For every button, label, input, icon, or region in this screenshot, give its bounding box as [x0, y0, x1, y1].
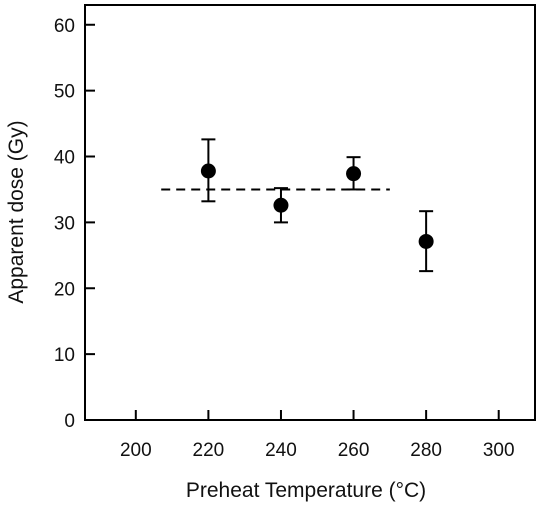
x-tick-label: 200: [120, 440, 152, 461]
y-tick-label: 30: [54, 213, 75, 234]
x-tick-label: 220: [193, 440, 225, 461]
data-point: [273, 197, 289, 213]
x-tick-label: 300: [483, 440, 515, 461]
y-tick-label: 20: [54, 279, 75, 300]
data-point: [346, 166, 362, 182]
y-axis: 0 10 20 30 40 50 60: [54, 16, 95, 432]
plot-frame: [84, 4, 536, 421]
y-tick-label: 0: [64, 411, 75, 432]
y-tick-label: 10: [54, 345, 75, 366]
x-axis-label: Preheat Temperature (°C): [186, 479, 426, 502]
y-tick-label: 40: [54, 148, 75, 169]
x-tick-label: 240: [265, 440, 297, 461]
y-tick-label: 50: [54, 82, 75, 103]
data-point: [418, 233, 434, 249]
x-tick-label: 280: [410, 440, 442, 461]
x-tick-label: 260: [338, 440, 370, 461]
y-tick-label: 60: [54, 16, 75, 37]
y-axis-label: Apparent dose (Gy): [5, 120, 28, 303]
data-point: [200, 163, 216, 179]
data-points: [200, 138, 434, 273]
x-axis: 200 220 240 260 280 300: [120, 410, 515, 461]
